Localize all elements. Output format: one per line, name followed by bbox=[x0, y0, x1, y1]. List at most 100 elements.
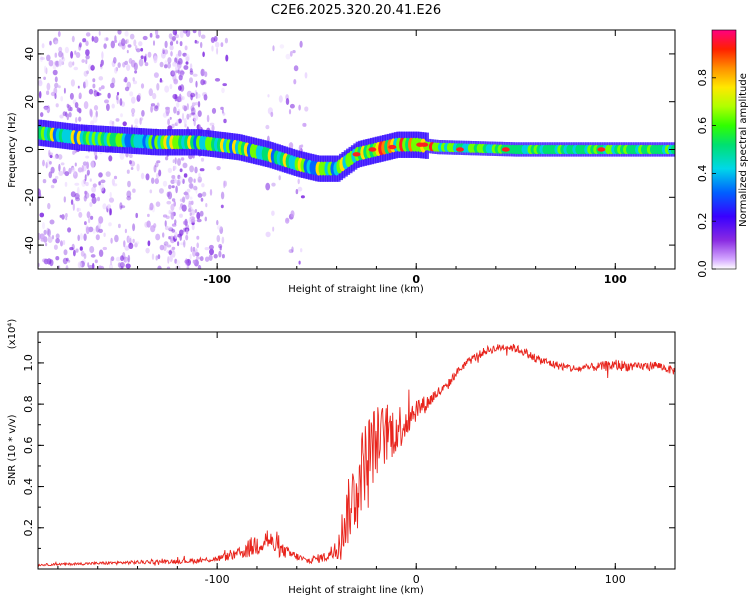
spectrogram-noise-dot bbox=[38, 91, 42, 99]
spectrogram-noise-dot bbox=[77, 234, 80, 241]
snr-marks bbox=[38, 343, 675, 567]
spectrogram-noise-dot bbox=[176, 119, 179, 126]
spectrogram-noise-dot bbox=[178, 74, 183, 81]
spectrogram-noise-dot bbox=[172, 250, 176, 258]
spectrogram-noise-dot bbox=[54, 82, 59, 89]
spectrogram-noise-dot bbox=[190, 246, 193, 253]
spectrogram-noise-dot bbox=[174, 219, 177, 225]
spectrogram-noise-dot bbox=[169, 235, 175, 241]
spectrogram-noise-dot bbox=[124, 228, 127, 234]
spectrogram-noise-dot bbox=[133, 39, 137, 47]
spectrogram-noise-dot bbox=[90, 109, 93, 118]
spectrogram-noise-dot bbox=[103, 43, 107, 49]
spectrogram-noise-dot bbox=[55, 103, 59, 108]
colorbar-tick-label: 0.0 bbox=[696, 260, 709, 278]
spectrogram-noise-dot bbox=[304, 72, 308, 79]
spectrogram-noise-dot bbox=[185, 228, 189, 235]
spectrogram-noise-dot bbox=[124, 76, 128, 83]
spectrogram-noise-dot bbox=[104, 99, 109, 104]
spectrogram-noise-dot bbox=[46, 54, 51, 62]
spectrogram-noise-dot bbox=[197, 193, 203, 198]
spectrogram-noise-dot bbox=[97, 196, 100, 202]
spectrogram-noise-dot bbox=[38, 79, 43, 87]
spectrogram-noise-dot bbox=[134, 118, 139, 125]
spectrogram-noise-dot bbox=[111, 77, 116, 85]
spectrogram-noise-dot bbox=[188, 200, 192, 205]
spectrogram-noise-dot bbox=[70, 199, 74, 206]
spectrogram-noise-dot bbox=[39, 77, 42, 84]
spectrogram-noise-dot bbox=[195, 80, 198, 88]
spectrogram-noise-dot bbox=[202, 191, 207, 197]
spectrogram-noise-dot bbox=[134, 70, 138, 74]
spectrogram-noise-dot bbox=[125, 263, 131, 269]
spectrogram-noise-dot bbox=[127, 180, 131, 188]
spectrogram-noise-dot bbox=[55, 238, 60, 244]
spectrogram-noise-dot bbox=[197, 110, 202, 117]
spectrogram-noise-dot bbox=[117, 30, 122, 35]
spectrogram-noise-dot bbox=[124, 60, 128, 65]
spectrogram-noise-dot bbox=[180, 157, 185, 161]
spectrogram-noise-dot bbox=[204, 247, 210, 251]
spectrogram-noise-dot bbox=[220, 204, 224, 209]
spectrogram-noise-dot bbox=[192, 73, 198, 77]
spectrogram-noise-dot bbox=[197, 101, 201, 108]
snr-scale-label: (x10⁴) bbox=[7, 319, 18, 350]
spectrogram-noise-dot bbox=[223, 118, 227, 124]
spectrogram-noise-dot bbox=[180, 242, 185, 246]
spectrogram-noise-dot bbox=[48, 149, 51, 157]
spectrogram-noise-dot bbox=[136, 48, 141, 53]
spectrogram-noise-dot bbox=[98, 87, 102, 91]
spectrogram-noise-dot bbox=[132, 188, 136, 193]
spectrogram-noise-dot bbox=[164, 49, 169, 55]
spectrogram-noise-dot bbox=[153, 72, 159, 78]
spectrogram-noise-dot bbox=[151, 177, 155, 184]
spectrogram-noise-dot bbox=[57, 154, 63, 160]
spectrogram-noise-dot bbox=[78, 92, 82, 100]
spectrogram-noise-dot bbox=[279, 44, 285, 49]
spectrogram-noise-dot bbox=[119, 262, 125, 268]
spectrogram-noise-dot bbox=[191, 107, 196, 115]
spectrogram-noise-dot bbox=[184, 45, 188, 51]
spectrogram-noise-dot bbox=[75, 197, 81, 202]
spectrogram-noise-dot bbox=[61, 214, 65, 220]
spectrogram-peak bbox=[352, 152, 361, 157]
spectrogram-noise-dot bbox=[129, 33, 135, 40]
spectrogram-noise-dot bbox=[270, 111, 274, 118]
spectrogram-noise-dot bbox=[105, 37, 109, 41]
spectrogram-noise-dot bbox=[72, 150, 75, 155]
spectrogram-noise-dot bbox=[71, 167, 76, 173]
spectrogram-noise-dot bbox=[183, 65, 189, 70]
spectrogram-noise-dot bbox=[78, 42, 82, 48]
spectrogram-noise-dot bbox=[190, 218, 196, 223]
colorbar-label: Normalized spectral amplitude bbox=[738, 73, 749, 227]
spectrogram-noise-dot bbox=[168, 250, 173, 256]
spectrogram-noise-dot bbox=[79, 233, 83, 241]
spectrogram-noise-dot bbox=[170, 70, 176, 77]
spectrogram-noise-dot bbox=[93, 105, 99, 111]
spectrogram-noise-dot bbox=[98, 216, 104, 224]
spectrogram-noise-dot bbox=[155, 233, 161, 241]
spectrogram-noise-dot bbox=[41, 43, 45, 49]
spectrogram-noise-dot bbox=[108, 207, 111, 216]
spectrogram-noise-dot bbox=[195, 248, 198, 257]
spectrogram-noise-dot bbox=[151, 253, 155, 260]
spectrogram-noise-dot bbox=[98, 249, 104, 257]
spectrogram-noise-dot bbox=[221, 236, 225, 244]
spectrogram-noise-dot bbox=[115, 256, 121, 262]
spectrogram-noise-dot bbox=[125, 38, 129, 44]
spectrogram-noise-dot bbox=[120, 205, 126, 209]
spectrogram-noise-dot bbox=[169, 83, 173, 90]
spectrogram-noise-dot bbox=[289, 50, 293, 57]
spectrogram-noise-dot bbox=[92, 228, 96, 234]
spectrogram-x-tick-label: 100 bbox=[604, 273, 627, 286]
spectrogram-noise-dot bbox=[90, 160, 95, 169]
snr-axes: -100 0 100 0.2 0.4 0.6 0.8 1.0 bbox=[22, 332, 675, 586]
spectrogram-noise-dot bbox=[96, 91, 100, 97]
spectrogram-noise-dot bbox=[197, 179, 202, 184]
spectrogram-noise-dot bbox=[64, 171, 70, 177]
spectrogram-noise-dot bbox=[166, 191, 170, 198]
spectrogram-noise-dot bbox=[64, 46, 69, 54]
spectrogram-noise-dot bbox=[40, 112, 44, 118]
spectrogram-noise-dot bbox=[190, 209, 196, 216]
spectrogram-noise-dot bbox=[100, 85, 105, 90]
